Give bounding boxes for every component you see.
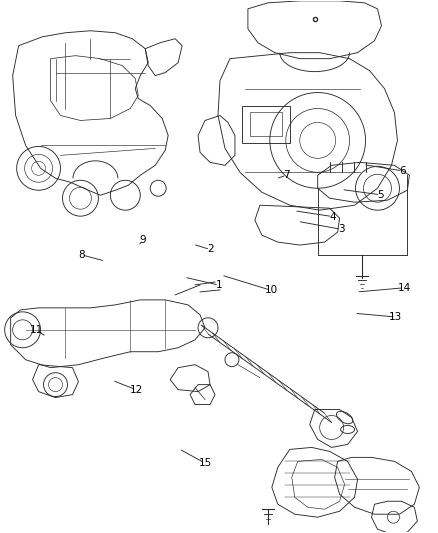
Text: 2: 2 — [207, 245, 214, 254]
Text: 11: 11 — [30, 325, 43, 335]
Text: 13: 13 — [389, 312, 403, 322]
Text: 3: 3 — [338, 224, 345, 235]
Bar — [242, 106, 290, 143]
Text: 15: 15 — [198, 458, 212, 468]
Text: 4: 4 — [329, 212, 336, 222]
Text: 10: 10 — [265, 285, 278, 295]
Text: 1: 1 — [215, 280, 223, 290]
Text: 7: 7 — [283, 170, 290, 180]
Text: 14: 14 — [398, 282, 411, 293]
Text: 9: 9 — [139, 235, 146, 245]
Text: 5: 5 — [377, 190, 384, 200]
Bar — [250, 112, 282, 136]
Text: 6: 6 — [399, 166, 406, 176]
Text: 12: 12 — [129, 385, 143, 395]
Text: 8: 8 — [78, 250, 85, 260]
